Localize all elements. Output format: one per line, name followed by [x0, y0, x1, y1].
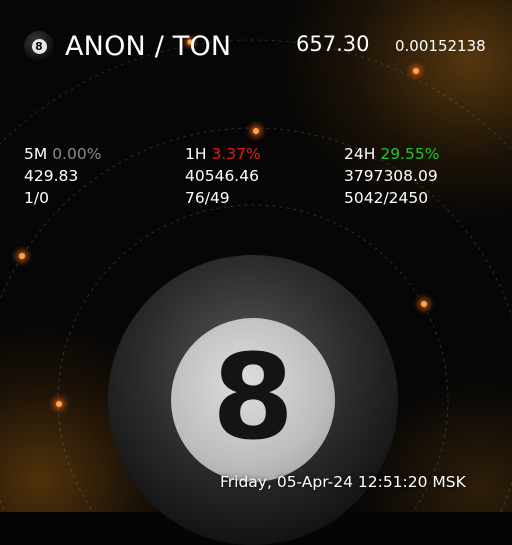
orbit-dot: [181, 33, 199, 51]
orbit-dot: [48, 393, 70, 415]
change-percent: 0.00%: [52, 145, 102, 163]
change-percent: 3.37%: [211, 145, 261, 163]
token-pair-title: ANON / TON: [65, 30, 232, 62]
orbit-dot: [413, 293, 435, 315]
datetime-stamp: Friday, 05-Apr-24 12:51:20 MSK: [220, 473, 466, 491]
trades-value: 5042/2450: [344, 189, 429, 207]
volume-value: 429.83: [24, 167, 79, 185]
period-label: 1H: [185, 145, 207, 163]
period-label: 24H: [344, 145, 376, 163]
logo-glyph: 8: [31, 38, 47, 54]
trades-value: 1/0: [24, 189, 49, 207]
eight-ball-logo-icon: 8: [24, 31, 54, 61]
orbit-dot: [245, 120, 267, 142]
volume-value: 3797308.09: [344, 167, 438, 185]
stats-5m: 5M 0.00% 429.83 1/0: [24, 143, 101, 209]
orbit-dot: [11, 245, 33, 267]
period-label: 5M: [24, 145, 48, 163]
stats-24h: 24H 29.55% 3797308.09 5042/2450: [344, 143, 439, 209]
price-ton: 0.00152138: [395, 37, 486, 55]
eight-ball-number: 8: [211, 328, 295, 466]
orbit-dot: [405, 60, 427, 82]
eight-ball-face: 8: [171, 318, 335, 482]
change-percent: 29.55%: [380, 145, 440, 163]
trades-value: 76/49: [185, 189, 230, 207]
header: 8 ANON / TON: [24, 28, 231, 64]
volume-value: 40546.46: [185, 167, 259, 185]
stats-1h: 1H 3.37% 40546.46 76/49: [185, 143, 261, 209]
price-usd: 657.30: [296, 32, 370, 56]
